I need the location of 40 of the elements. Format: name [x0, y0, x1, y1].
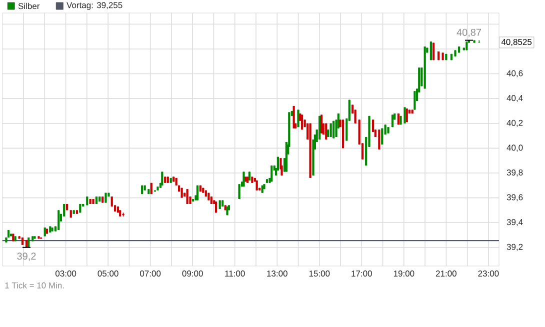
legend-label: Vortag: 39,255 [66, 2, 122, 10]
x-tick-label: 15:00 [309, 270, 330, 277]
candlestick [430, 41, 432, 61]
x-tick-label: 23:00 [478, 270, 499, 277]
x-tick-label: 03:00 [55, 270, 76, 277]
candlestick [354, 109, 356, 124]
x-tick-label: 09:00 [182, 270, 203, 277]
annotation: 40,87 [456, 28, 482, 38]
candlestick [297, 109, 300, 128]
x-tick-label: 13:00 [267, 270, 288, 277]
y-tick-label: 40,0 [506, 144, 523, 152]
y-tick-label: 39,8 [506, 169, 523, 176]
candlestick [332, 120, 335, 139]
candlestick [391, 114, 394, 128]
annotation: 40,8525 [501, 38, 532, 46]
candlestick [58, 210, 60, 230]
x-tick-label: 07:00 [140, 270, 161, 277]
candlestick [372, 119, 374, 133]
text: 1 Tick = 10 Min. [5, 282, 64, 288]
y-tick-label: 40,2 [506, 120, 523, 127]
y-tick-label: 40,4 [506, 95, 523, 102]
candlestick [186, 188, 188, 204]
y-tick-label: 39,2 [506, 244, 523, 251]
candlestick [378, 129, 380, 150]
candlestick [238, 184, 240, 200]
candlestick [161, 171, 164, 186]
y-tick-label: 39,4 [506, 219, 523, 226]
x-tick-label: 11:00 [225, 270, 245, 277]
x-tick-label: 19:00 [394, 270, 414, 277]
legend-label: Silber [18, 2, 40, 10]
candlestick [404, 106, 406, 124]
x-tick-label: 05:00 [98, 270, 118, 277]
candlestick [270, 165, 273, 182]
x-tick-label: 17:00 [352, 270, 372, 277]
y-tick-label: 40,6 [506, 70, 523, 78]
candlestick [381, 128, 384, 145]
candlestick [414, 90, 416, 110]
x-tick-label: 21:00 [436, 270, 456, 277]
y-tick-label: 39,6 [506, 194, 523, 202]
annotation: 39,2 [17, 252, 36, 261]
